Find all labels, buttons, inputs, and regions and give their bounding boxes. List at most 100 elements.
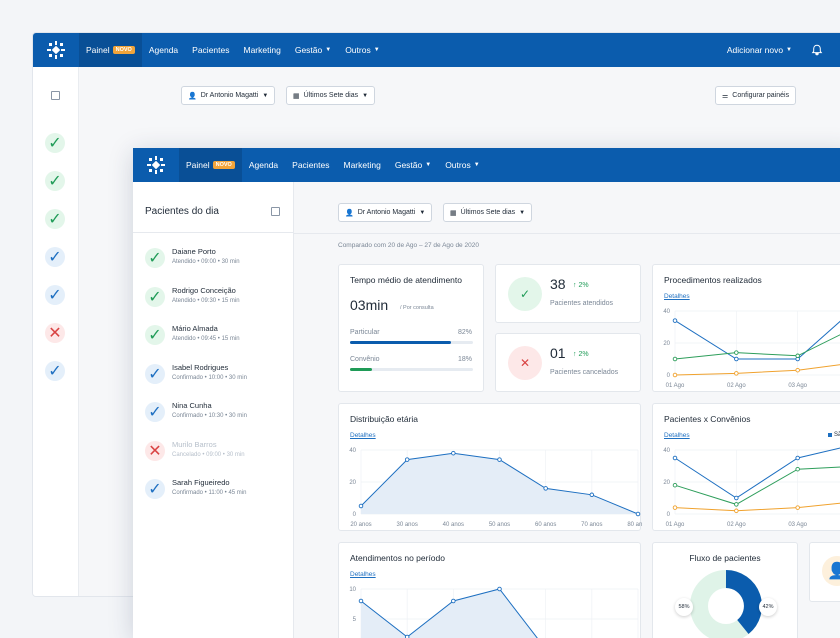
x-tick-label: 03 Ago xyxy=(788,522,807,528)
data-point[interactable] xyxy=(734,350,739,355)
data-point[interactable] xyxy=(672,505,678,510)
details-link[interactable]: Detalhes xyxy=(664,432,690,439)
data-point[interactable] xyxy=(795,353,800,359)
data-point[interactable] xyxy=(734,371,739,376)
nav-pacientes[interactable]: Pacientes xyxy=(185,33,236,67)
details-link[interactable]: Detalhes xyxy=(350,432,376,439)
nav-outros[interactable]: Outros ▼ xyxy=(338,33,386,67)
patient-attended-icon[interactable]: ✓ xyxy=(45,209,65,229)
patient-item[interactable]: ✓ Daiane Porto Atendido • 09:00 • 30 min xyxy=(145,246,290,270)
data-point[interactable] xyxy=(734,356,739,362)
details-link[interactable]: Detalhes xyxy=(664,293,690,300)
collapse-panel-icon[interactable] xyxy=(271,207,280,216)
patient-meta: Atendido • 09:45 • 15 min xyxy=(172,336,240,342)
y-tick-label: 0 xyxy=(667,373,671,379)
patient-item[interactable]: ✓ Mário Almada Atendido • 09:45 • 15 min xyxy=(145,323,290,347)
data-point[interactable] xyxy=(404,457,410,462)
nav-painel[interactable]: Painel NOVO xyxy=(179,148,242,182)
bell-icon[interactable] xyxy=(811,44,823,56)
card-title: Atendimentos no período xyxy=(350,553,445,563)
nav-gestao[interactable]: Gestão ▼ xyxy=(388,148,438,182)
patient-name: Murilo Barros xyxy=(172,439,217,449)
patient-attended-icon[interactable]: ✓ xyxy=(45,171,65,191)
data-point[interactable] xyxy=(451,450,456,456)
patient-item[interactable]: ✓ Nina Cunha Confirmado • 10:30 • 30 min xyxy=(145,400,290,424)
collapsed-sidebar: ✓ ✓ ✓ ✓ ✓ ✕ ✓ xyxy=(33,67,79,596)
period-visits-card: Atendimentos no período Detalhes 10 5 xyxy=(338,542,641,638)
data-point[interactable] xyxy=(795,505,800,510)
doctor-dropdown[interactable]: 👤 Dr Antonio Magatti ▼ xyxy=(338,203,433,222)
foreground-window: Painel NOVO Agenda Pacientes Marketing Ge… xyxy=(133,148,840,638)
patient-confirmed-icon[interactable]: ✓ xyxy=(45,361,65,381)
configure-label: Configurar painéis xyxy=(732,92,790,99)
data-point[interactable] xyxy=(672,318,678,323)
compare-text: Comparado com 20 de Ago – 27 de Ago de 2… xyxy=(338,242,479,249)
panel-title: Pacientes do dia xyxy=(145,206,219,217)
row-percent: 82% xyxy=(457,329,472,336)
nav-marketing[interactable]: Marketing xyxy=(237,33,288,67)
donut-slice-right xyxy=(725,570,762,634)
expand-panel-icon[interactable] xyxy=(51,91,60,100)
patient-meta: Confirmado • 10:30 • 30 min xyxy=(172,413,247,419)
period-dropdown[interactable]: ▦ Últimos Sete dias ▼ xyxy=(443,203,533,222)
kpi-value: 38 xyxy=(550,276,566,292)
data-point[interactable] xyxy=(497,457,502,462)
nav-pacientes[interactable]: Pacientes xyxy=(285,148,336,182)
nav-agenda[interactable]: Agenda xyxy=(242,148,285,182)
data-point[interactable] xyxy=(497,586,502,592)
nav-label: Painel xyxy=(86,45,110,55)
new-badge: NOVO xyxy=(112,46,135,54)
patient-confirmed-icon[interactable]: ✓ xyxy=(45,247,65,267)
x-tick-label: 80 anos xyxy=(627,522,642,528)
data-point[interactable] xyxy=(734,502,739,507)
nav-label: Painel xyxy=(186,160,210,170)
data-point[interactable] xyxy=(795,466,800,472)
data-point[interactable] xyxy=(672,356,678,362)
data-point[interactable] xyxy=(734,508,739,514)
patient-confirmed-icon[interactable]: ✓ xyxy=(45,285,65,305)
chevron-down-icon: ▼ xyxy=(519,209,526,216)
y-tick-label: 0 xyxy=(353,512,357,518)
data-point[interactable] xyxy=(589,492,595,498)
patient-item[interactable]: ✓ Sarah Figueiredo Confirmado • 11:00 • 45… xyxy=(145,477,290,501)
data-point[interactable] xyxy=(358,503,364,509)
row-label: Convênio xyxy=(350,356,380,363)
logo-icon xyxy=(33,33,79,67)
y-tick-label: 40 xyxy=(663,448,670,454)
period-label: Últimos Sete dias xyxy=(303,92,359,99)
data-point[interactable] xyxy=(358,598,364,604)
kpi-change: ↑ 2% xyxy=(573,282,589,289)
patient-item[interactable]: ✓ Rodrigo Conceição Atendido • 09:30 • 15 … xyxy=(145,285,290,309)
nav-label: Marketing xyxy=(243,45,281,55)
configure-panels-button[interactable]: ⚌ Configurar painéis xyxy=(715,86,797,105)
details-link[interactable]: Detalhes xyxy=(350,571,376,578)
patient-item[interactable]: ✕ Murilo Barros Cancelado • 09:00 • 30 min xyxy=(145,439,290,463)
user-icon: 👤 xyxy=(822,556,840,586)
data-point[interactable] xyxy=(672,455,678,461)
patient-cancelled-icon[interactable]: ✕ xyxy=(45,323,65,343)
data-point[interactable] xyxy=(672,482,678,488)
kpi-label: Pacientes atendidos xyxy=(550,300,614,307)
patient-attended-icon[interactable]: ✓ xyxy=(45,133,65,153)
data-point[interactable] xyxy=(451,598,456,604)
nav-marketing[interactable]: Marketing xyxy=(337,148,388,182)
flow-donut-chart xyxy=(690,570,762,638)
nav-agenda[interactable]: Agenda xyxy=(142,33,185,67)
nav-gestao[interactable]: Gestão ▼ xyxy=(288,33,338,67)
nav-painel[interactable]: Painel NOVO xyxy=(79,33,142,67)
nav-label: Outros xyxy=(345,45,371,55)
cancelled-kpi-card: ✕ 01 ↑ 2% Pacientes cancelados xyxy=(495,333,641,392)
patient-name: Daiane Porto xyxy=(172,247,216,256)
data-point[interactable] xyxy=(795,367,800,373)
data-point[interactable] xyxy=(734,495,739,501)
data-point[interactable] xyxy=(672,372,678,378)
add-new-button[interactable]: Adicionar novo ▼ xyxy=(720,33,799,67)
data-point[interactable] xyxy=(795,455,800,461)
doctor-dropdown-back[interactable]: 👤 Dr Antonio Magatti ▼ xyxy=(181,86,276,105)
patient-item[interactable]: ✓ Isabel Rodrigues Confirmado • 10:00 • 30… xyxy=(145,362,290,386)
data-point[interactable] xyxy=(635,511,641,517)
nav-outros[interactable]: Outros ▼ xyxy=(438,148,486,182)
period-dropdown-back[interactable]: ▦ Últimos Sete dias ▼ xyxy=(286,86,376,105)
nav-label: Outros xyxy=(445,160,471,170)
data-point[interactable] xyxy=(543,486,548,491)
